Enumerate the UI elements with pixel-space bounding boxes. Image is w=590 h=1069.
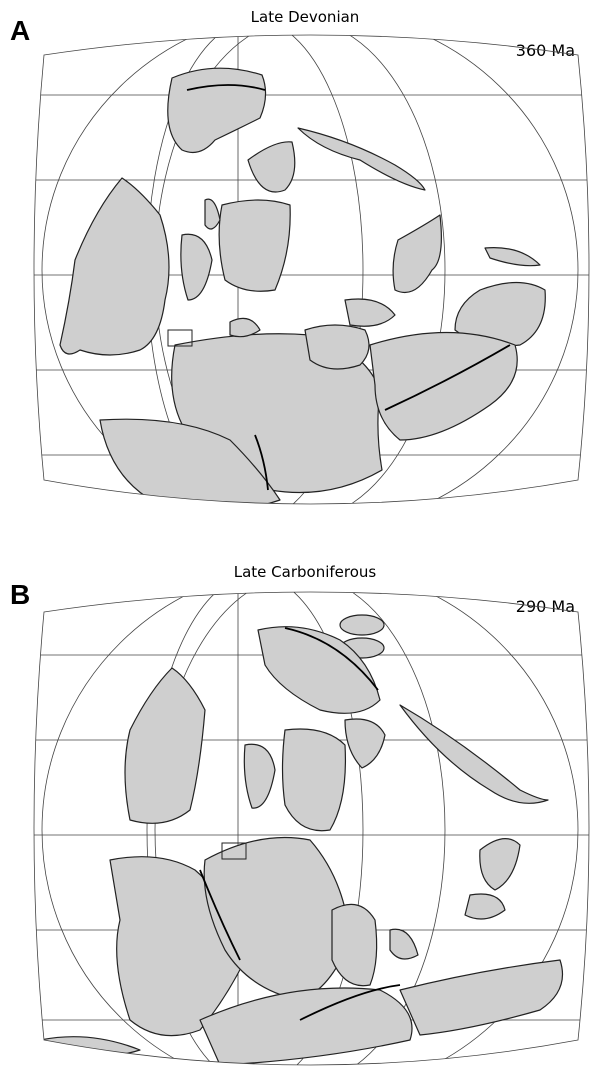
panel-label: A xyxy=(10,15,30,46)
panel-title: Late Carboniferous xyxy=(234,563,377,581)
continents xyxy=(60,68,545,511)
map xyxy=(0,560,590,1069)
age-label: 290 Ma xyxy=(516,597,575,616)
panel-a: A Late Devonian 360 Ma xyxy=(0,0,590,530)
figure: A Late Devonian 360 Ma xyxy=(0,0,590,1069)
map xyxy=(0,0,590,530)
panel-b: B Late Carboniferous 290 Ma xyxy=(0,560,590,1069)
continents xyxy=(40,615,563,1065)
panel-title: Late Devonian xyxy=(251,8,360,26)
panel-label: B xyxy=(10,579,30,610)
